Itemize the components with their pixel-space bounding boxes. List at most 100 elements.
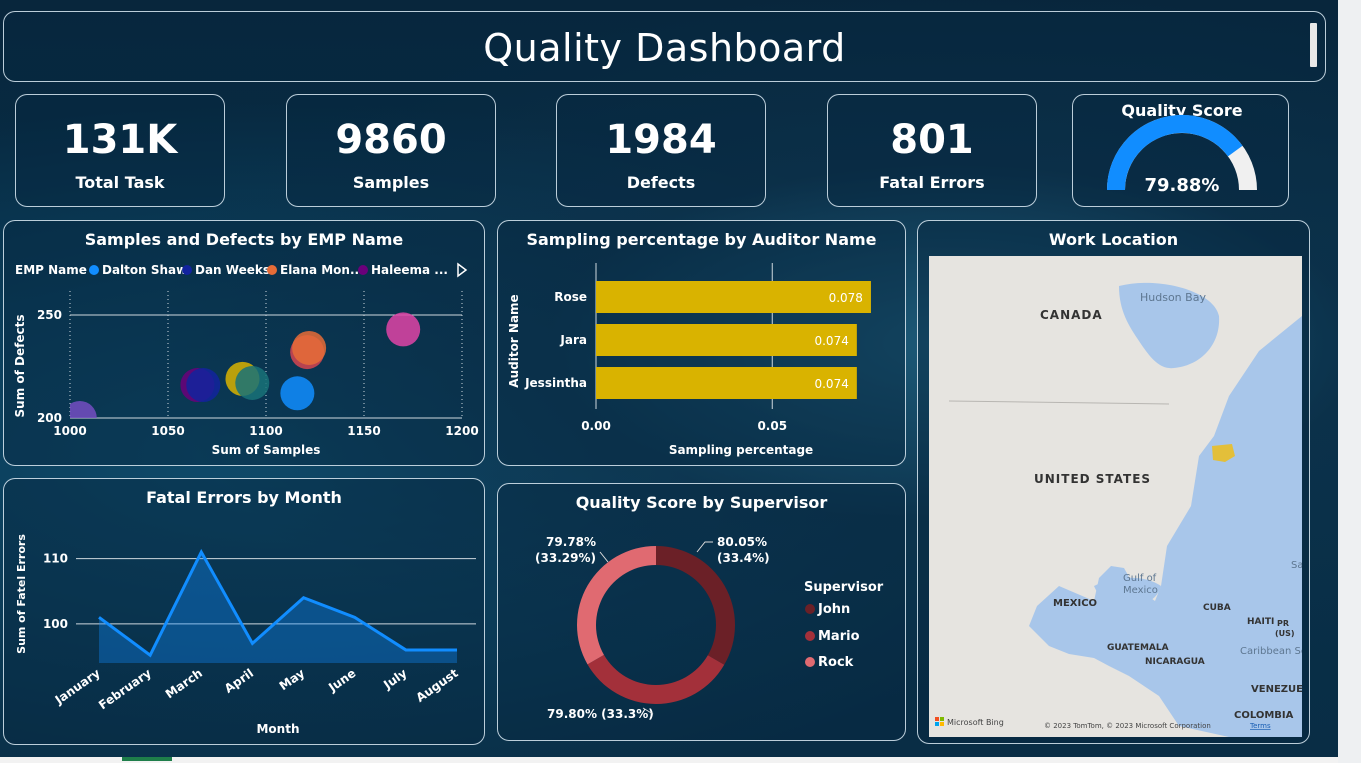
legend-label: Mario (818, 629, 860, 644)
x-tick-label: 1150 (347, 424, 380, 438)
donut-slice[interactable] (587, 654, 725, 704)
title-bar: Quality Dashboard (3, 11, 1326, 82)
y-tick-label: 110 (43, 552, 68, 566)
area-fill (99, 552, 457, 663)
scatter-legend-title: EMP Name (15, 263, 87, 277)
legend-label: Dalton Shaw (102, 263, 187, 277)
donut-label-mario: 79.80% (33.3%) (547, 707, 654, 721)
leader-line (599, 551, 609, 563)
bar[interactable] (596, 281, 871, 313)
map-label-cuba: CUBA (1203, 603, 1231, 613)
line-panel[interactable]: Fatal Errors by Month 100 110 January Febru… (3, 478, 485, 745)
donut-slice[interactable] (577, 546, 656, 665)
bar-panel[interactable]: Sampling percentage by Auditor Name 0.00… (497, 220, 906, 466)
map-label-pr-us: (US) (1275, 629, 1295, 638)
map-label-usa: UNITED STATES (1034, 472, 1151, 486)
x-tick-label: July (380, 666, 409, 692)
gauge-title: Quality Score (1121, 101, 1242, 120)
scatter-point[interactable] (292, 330, 327, 365)
scatter-point[interactable] (235, 365, 270, 400)
line-title: Fatal Errors by Month (146, 488, 342, 507)
map-panel[interactable]: Work Location CANADA Hudson Bay UNITED S… (917, 220, 1310, 744)
legend-swatch-haleema (358, 265, 368, 275)
map-view[interactable]: CANADA Hudson Bay UNITED STATES MEXICO G… (929, 256, 1302, 737)
legend-next-icon[interactable] (457, 262, 468, 278)
y-tick-label: Jessintha (524, 376, 587, 390)
line-x-axis-label: Month (256, 722, 299, 736)
legend-label: Dan Weeks (195, 263, 270, 277)
x-tick-label: February (96, 666, 154, 712)
kpi-label: Defects (626, 173, 696, 192)
scatter-legend-item[interactable]: Haleema ... (358, 263, 448, 277)
sheet-tab[interactable] (122, 757, 172, 761)
scatter-legend-item[interactable]: Dalton Shaw (89, 263, 187, 277)
scatter-point[interactable] (280, 376, 315, 411)
x-tick-label: May (277, 666, 308, 693)
legend-label: Elana Mon... (280, 263, 364, 277)
kpi-value: 9860 (335, 117, 447, 163)
quality-score-gauge[interactable]: Quality Score 79.88% (1072, 94, 1289, 207)
kpi-fatal-errors[interactable]: 801 Fatal Errors (827, 94, 1037, 207)
donut-panel[interactable]: Quality Score by Supervisor Supervisor J… (497, 483, 906, 741)
bar-data-label: 0.074 (814, 334, 848, 348)
bar[interactable] (596, 324, 857, 356)
bar[interactable] (596, 367, 857, 399)
legend-swatch-elana (267, 265, 277, 275)
gauge-fill (1107, 115, 1243, 191)
scatter-panel[interactable]: Samples and Defects by EMP Name EMP Name… (3, 220, 485, 466)
legend-label: John (817, 602, 850, 617)
map-label-haiti: HAITI (1247, 617, 1274, 627)
x-tick-label: 0.05 (757, 419, 787, 433)
donut-label-john-share: (33.4%) (717, 551, 770, 565)
border-line (948, 400, 1170, 405)
kpi-value: 1984 (605, 117, 717, 163)
scatter-point[interactable] (186, 368, 221, 403)
gulf-of-mexico (1094, 577, 1161, 607)
line-y-axis-label: Sum of Fatel Errors (15, 534, 28, 654)
map-attribution-bing: Microsoft Bing (947, 718, 1004, 727)
scatter-point[interactable] (386, 312, 421, 347)
donut-slice[interactable] (656, 546, 735, 665)
map-label-mexico: MEXICO (1053, 598, 1097, 609)
x-tick-label: 0.00 (581, 419, 611, 433)
x-tick-label: January (52, 666, 103, 708)
legend-swatch-dan-weeks (182, 265, 192, 275)
legend-swatch-mario (805, 631, 815, 641)
map-label-guatemala: GUATEMALA (1107, 643, 1169, 653)
kpi-value: 131K (62, 117, 178, 163)
map-label-caribbean: Caribbean Sea (1240, 646, 1302, 657)
line-series[interactable] (98, 548, 457, 658)
legend-swatch-dalton-shaw (89, 265, 99, 275)
donut-label-john-pct: 80.05% (717, 535, 767, 549)
leader-line (642, 707, 654, 715)
bar-y-axis-label: Auditor Name (507, 294, 521, 387)
y-tick-label: 200 (37, 411, 62, 425)
y-tick-label: Jara (559, 333, 587, 347)
kpi-total-task[interactable]: 131K Total Task (15, 94, 225, 207)
donut-legend-title: Supervisor (804, 580, 884, 595)
x-tick-label: August (413, 666, 460, 705)
hudson-bay (1119, 282, 1220, 369)
map-label-hudson-bay: Hudson Bay (1140, 291, 1206, 304)
map-label-pr: PR (1277, 619, 1289, 628)
scatter-legend-item[interactable]: Elana Mon... (267, 263, 364, 277)
kpi-value: 801 (890, 117, 974, 163)
legend-label: Haleema ... (371, 263, 448, 277)
kpi-samples[interactable]: 9860 Samples (286, 94, 496, 207)
y-tick-label: 250 (37, 308, 62, 322)
donut-legend-item[interactable]: Mario (805, 629, 860, 644)
scatter-point[interactable] (63, 401, 97, 435)
map-label-nicaragua: NICARAGUA (1145, 657, 1205, 667)
map-title: Work Location (1048, 230, 1179, 249)
gauge-chart: Quality Score 79.88% (1107, 101, 1257, 196)
map-terms-link[interactable]: Terms (1249, 722, 1271, 730)
scatter-legend-item[interactable]: Dan Weeks (182, 263, 270, 277)
bar-chart: 0.00 0.05 Rose 0.078 Jara 0.074 Jessintha 0.074… (507, 263, 871, 457)
kpi-defects[interactable]: 1984 Defects (556, 94, 766, 207)
donut-legend-item[interactable]: John (805, 602, 850, 617)
x-tick-label: 1050 (151, 424, 184, 438)
scroll-thumb[interactable] (1310, 23, 1317, 67)
donut-chart: Supervisor John Mario Rock 80.05% (33.4%… (535, 535, 884, 721)
donut-legend-item[interactable]: Rock (805, 655, 854, 670)
window-right-edge (1338, 0, 1361, 763)
